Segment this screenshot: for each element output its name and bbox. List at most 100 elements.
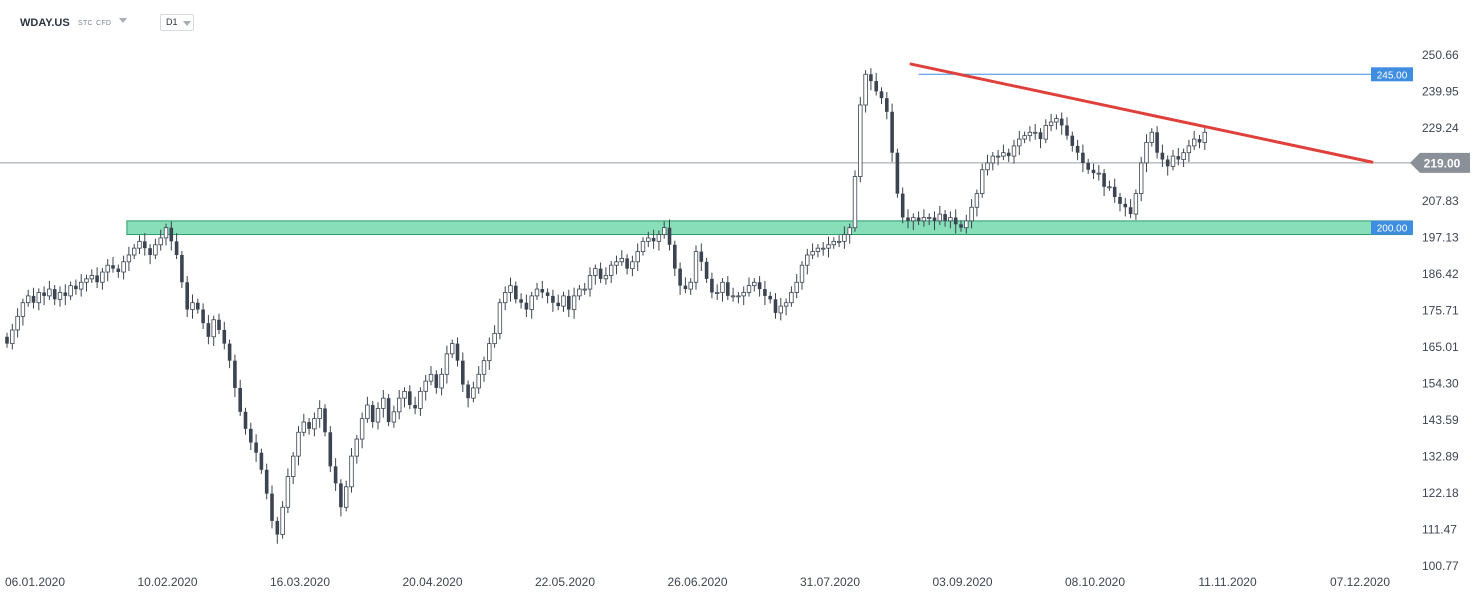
candle-body: [1027, 131, 1033, 137]
candle-body: [201, 309, 205, 324]
candle-body: [492, 332, 497, 345]
x-tick-label: 22.05.2020: [535, 575, 595, 589]
candle-body: [254, 442, 258, 453]
candle-body: [768, 295, 772, 300]
candle-body: [1102, 173, 1106, 187]
candle-body: [773, 299, 778, 313]
candle-body: [328, 432, 333, 467]
candle-body: [911, 217, 916, 222]
candle-body: [434, 374, 439, 388]
support-badge: [1371, 220, 1413, 235]
candle-body: [540, 289, 545, 293]
resistance-badge-label: 245.00: [1377, 70, 1408, 81]
candle-body: [948, 217, 953, 222]
candle-body: [5, 336, 9, 344]
candle-body: [741, 292, 746, 297]
candle-body: [778, 305, 783, 314]
candle-body: [1033, 131, 1038, 134]
candle-body: [688, 281, 693, 290]
stc-tag: STC: [78, 20, 93, 27]
candle-body: [1096, 172, 1101, 175]
candle-body: [169, 227, 174, 242]
candle-body: [20, 302, 26, 317]
candle-body: [603, 275, 609, 280]
candle-body: [964, 220, 969, 229]
candle-body: [333, 466, 338, 484]
candle-body: [190, 302, 195, 310]
candle-body: [408, 391, 412, 405]
candle-body: [974, 193, 980, 208]
candle-body: [805, 254, 810, 266]
candle-body: [471, 387, 476, 399]
x-tick-label: 31.07.2020: [800, 575, 860, 589]
candle-body: [174, 241, 179, 255]
candle-body: [927, 217, 932, 219]
candle-body: [534, 288, 540, 297]
candle-body: [651, 237, 656, 242]
candle-body: [720, 281, 725, 293]
x-tick-label: 26.06.2020: [667, 575, 727, 589]
candle-body: [969, 206, 974, 222]
candle-body: [323, 408, 327, 433]
x-tick-label: 10.02.2020: [137, 575, 197, 589]
candle-body: [1091, 169, 1096, 174]
candle-body: [502, 292, 508, 304]
candle-body: [1160, 152, 1165, 160]
timeframe-chevron-icon: [183, 21, 191, 26]
y-tick-label: 100.77: [1422, 559, 1459, 573]
candle-body: [529, 295, 534, 310]
candle-body: [815, 247, 821, 252]
candle-body: [985, 162, 990, 171]
candle-body: [36, 292, 41, 304]
candle-body: [264, 469, 269, 494]
candle-body: [487, 343, 492, 362]
candle-body: [1192, 138, 1197, 147]
candle-body: [715, 292, 720, 294]
candle-body: [794, 281, 799, 293]
candle-body: [1075, 145, 1080, 153]
candle-body: [1128, 207, 1133, 215]
candle-body: [561, 295, 566, 307]
candle-body: [757, 282, 762, 290]
candle-body: [74, 285, 78, 290]
candle-body: [1118, 197, 1122, 204]
candle-body: [68, 285, 73, 297]
candle-body: [885, 98, 889, 112]
candle-body: [863, 73, 868, 106]
candle-body: [375, 407, 381, 423]
candle-body: [370, 404, 375, 423]
candle-body: [943, 214, 947, 221]
candle-body: [577, 288, 582, 297]
timeframe-select[interactable]: D1: [160, 14, 194, 31]
candle-body: [789, 292, 794, 304]
candle-body: [121, 261, 126, 273]
candle-body: [1181, 152, 1186, 160]
candle-body: [343, 486, 349, 508]
candle-body: [763, 289, 767, 296]
current-price-badge: [1410, 152, 1470, 173]
x-tick-label: 06.01.2020: [5, 575, 65, 589]
candle-body: [233, 360, 237, 388]
candle-body: [1059, 118, 1064, 126]
candle-body: [381, 397, 386, 409]
candle-body: [413, 404, 417, 409]
candle-body: [481, 360, 487, 375]
candle-body: [1139, 162, 1144, 195]
candle-body: [270, 493, 274, 521]
candle-body: [105, 264, 110, 273]
candle-body: [980, 169, 985, 195]
y-tick-label: 165.01: [1422, 340, 1459, 354]
candle-body: [180, 254, 184, 283]
candle-body: [831, 240, 836, 246]
candle-body: [545, 292, 550, 296]
candle-body: [514, 285, 518, 300]
candle-body: [587, 275, 593, 290]
candle-body: [317, 407, 322, 420]
candle-body: [869, 74, 873, 82]
candle-body: [1165, 159, 1170, 167]
candle-body: [137, 240, 142, 249]
symbol-dropdown-chevron-icon[interactable]: [119, 18, 127, 23]
y-tick-label: 154.30: [1422, 377, 1459, 391]
candle-body: [466, 384, 470, 399]
